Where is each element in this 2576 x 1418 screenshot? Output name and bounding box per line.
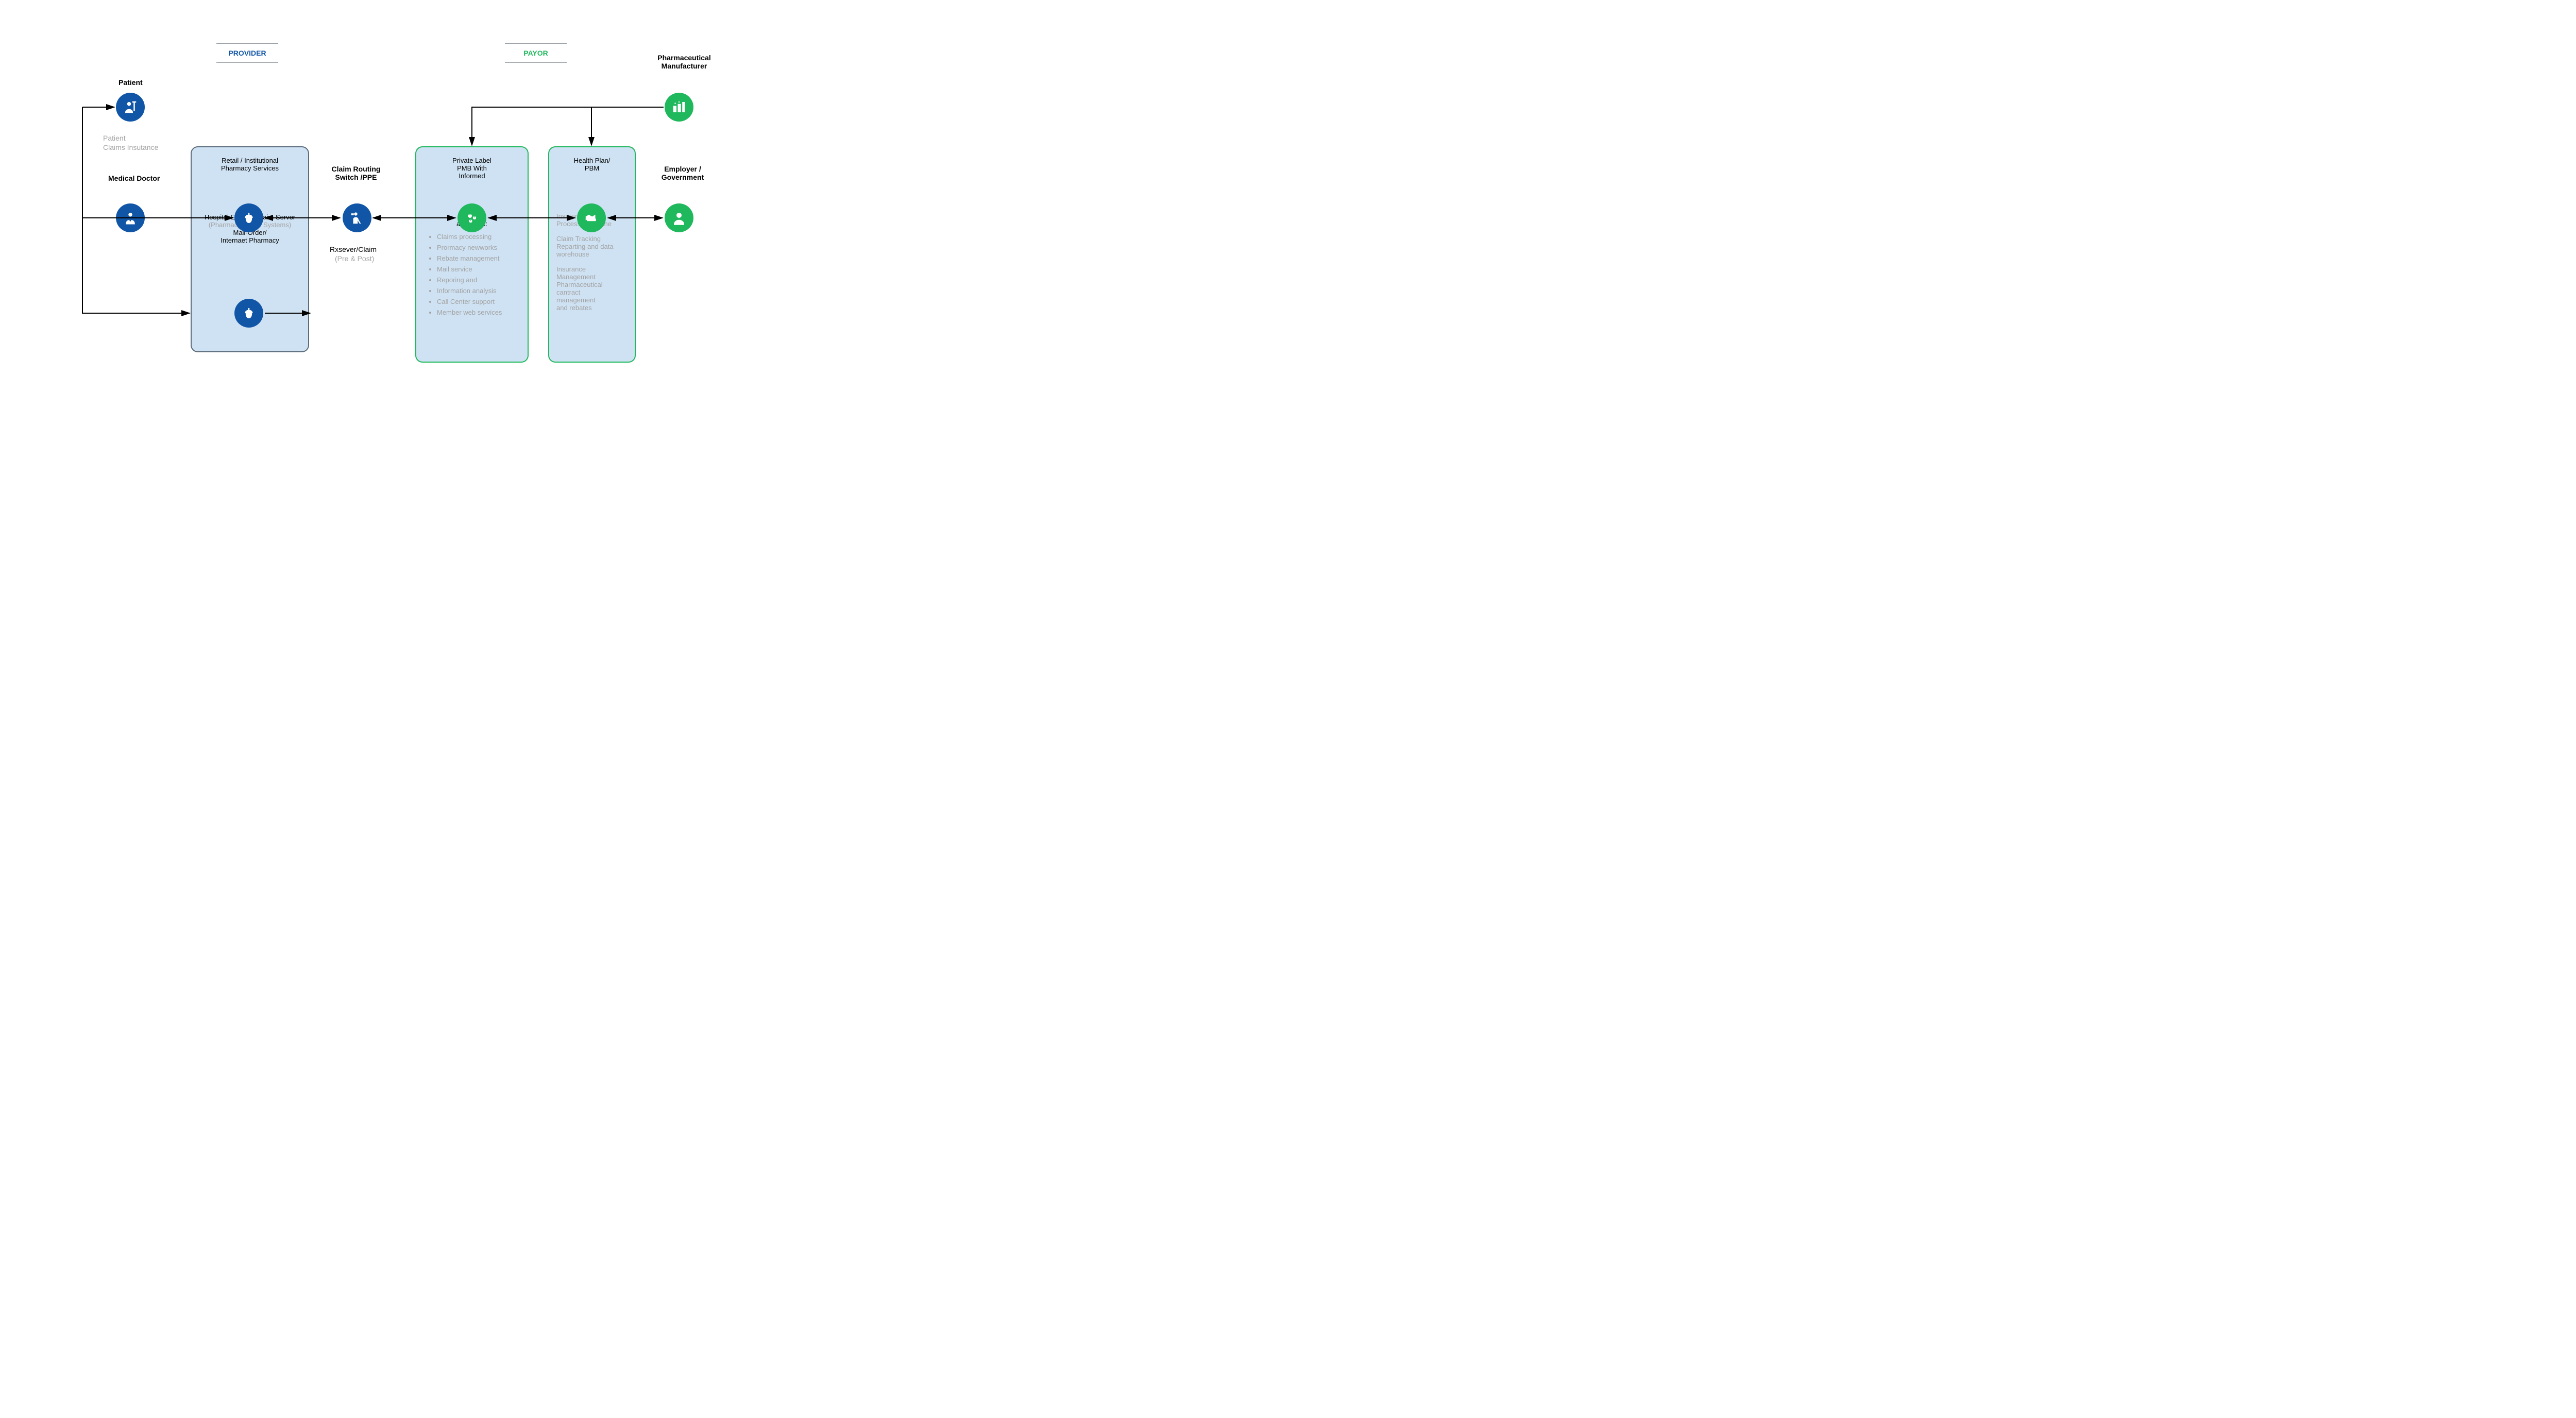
- employer-icon: [665, 203, 693, 232]
- pl-item: Claims processing: [437, 233, 520, 241]
- claim-switch-icon: [343, 203, 371, 232]
- claim-sw-l2: Switch /PPE: [335, 173, 377, 181]
- hp-p3d: cantract: [556, 288, 628, 296]
- private-label-icon: [457, 203, 486, 232]
- claim-sw-sub2: (Pre & Post): [335, 254, 374, 263]
- hp-p2a: Claim Tracking: [556, 235, 628, 243]
- claim-sw-sub1: Rxsever/Claim: [330, 245, 377, 253]
- provider-box-l4: Internaet Pharmacy: [199, 236, 301, 244]
- employer-l1: Employer /: [664, 165, 701, 173]
- pl-t3: Informed: [423, 172, 520, 180]
- health-plan-box: Health Plan/ PBM Insurance Claim Process…: [548, 146, 636, 363]
- hp-p2b: Reparting and data: [556, 243, 628, 250]
- hp-p3e: management: [556, 296, 628, 304]
- patient-label: Patient: [118, 78, 143, 87]
- payor-header-text: PAYOR: [495, 44, 577, 62]
- pl-item: Information analysis: [437, 287, 520, 295]
- doctor-label: Medical Doctor: [108, 174, 160, 182]
- pl-item: Mail service: [437, 265, 520, 273]
- doctor-icon: [116, 203, 145, 232]
- hp-p3b: Management: [556, 273, 628, 281]
- pl-item: Member web services: [437, 309, 520, 316]
- hp-t2: PBM: [556, 164, 628, 172]
- pl-item: Call Center support: [437, 298, 520, 305]
- pl-t2: PMB With: [423, 164, 520, 172]
- provider-box-t2: Pharmacy Services: [199, 164, 301, 172]
- pl-item: Prormacy newworks: [437, 244, 520, 251]
- claim-sw-l1: Claim Routing: [332, 165, 381, 173]
- pharmacy-icon-1: [234, 203, 263, 232]
- provider-box-t1: Retail / Institutional: [199, 157, 301, 164]
- hp-p3c: Pharmaceutical: [556, 281, 628, 288]
- patient-sub2: Claims Insutance: [103, 143, 158, 151]
- pl-item: Rebate management: [437, 254, 520, 262]
- pharmacy-icon-2: [234, 299, 263, 328]
- payor-header: PAYOR: [495, 43, 577, 63]
- hp-p2c: worehouse: [556, 250, 628, 258]
- pharma-mfr-l2: Manufacturer: [662, 62, 707, 70]
- employer-label: Employer / Government: [649, 165, 716, 181]
- pl-t1: Private Label: [423, 157, 520, 164]
- private-label-box: Private Label PMB With Informed a la Car…: [415, 146, 529, 363]
- pharma-mfr-icon: [665, 93, 693, 122]
- pharma-mfr-label: Pharmaceutical Manufacturer: [648, 54, 720, 70]
- patient-icon: [116, 93, 145, 122]
- claim-switch-label: Claim Routing Switch /PPE: [328, 165, 384, 181]
- pl-list: Claims processing Prormacy newworks Reba…: [423, 233, 520, 316]
- patient-sub1: Patient: [103, 134, 126, 142]
- pharma-mfr-l1: Pharmaceutical: [657, 54, 711, 62]
- provider-header-text: PROVIDER: [206, 44, 289, 62]
- provider-header: PROVIDER: [206, 43, 289, 63]
- employer-l2: Government: [662, 173, 704, 181]
- pl-item: Reporing and: [437, 276, 520, 284]
- hp-p3f: and rebates: [556, 304, 628, 312]
- health-plan-icon: [577, 203, 606, 232]
- hp-t1: Health Plan/: [556, 157, 628, 164]
- hp-p3a: Insurance: [556, 265, 628, 273]
